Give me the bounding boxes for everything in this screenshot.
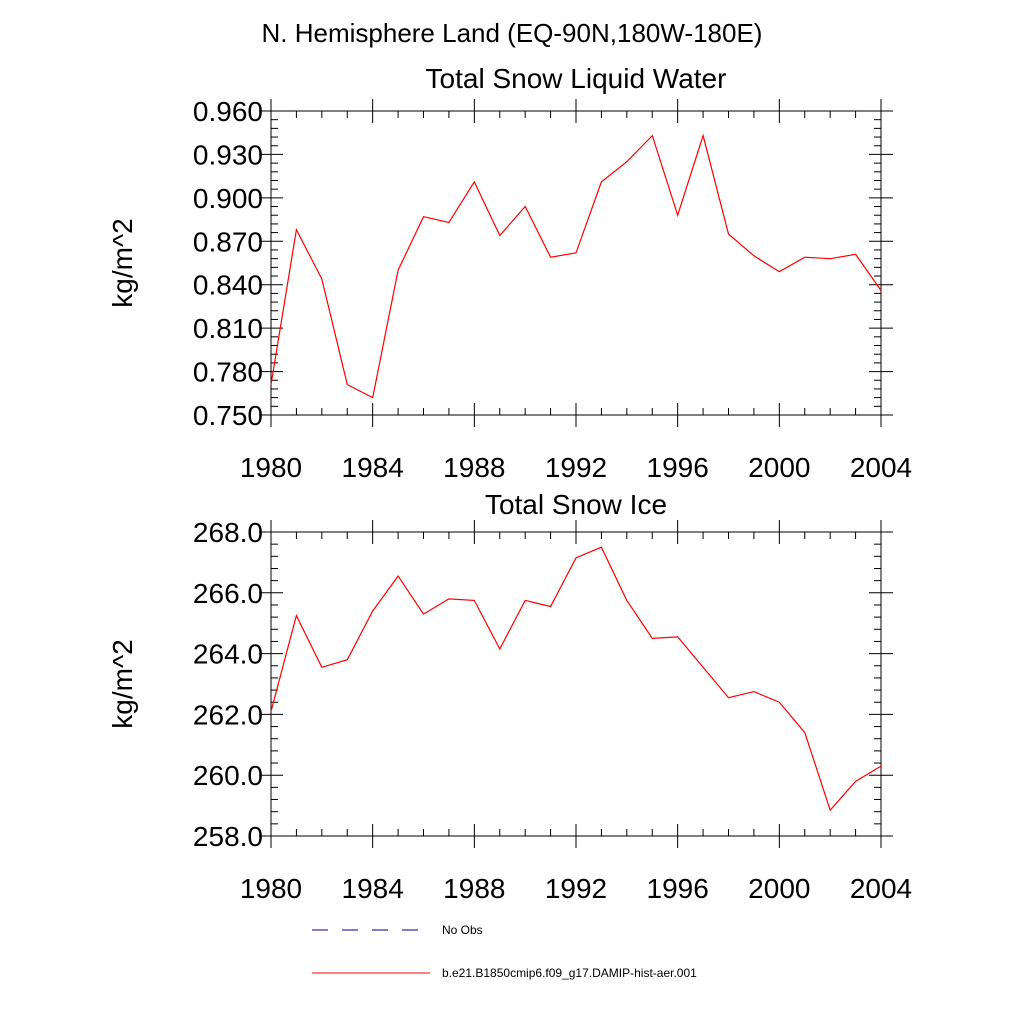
chart-title: Total Snow Ice <box>485 489 667 520</box>
x-tick-label: 1988 <box>443 452 505 483</box>
legend-label-model: b.e21.B1850cmip6.f09_g17.DAMIP-hist-aer.… <box>442 966 697 980</box>
y-tick-label: 264.0 <box>193 639 263 670</box>
series-line-0 <box>270 546 882 812</box>
x-tick-label: 2000 <box>748 873 810 904</box>
y-tick-label: 258.0 <box>193 821 263 852</box>
x-tick-label: 2004 <box>850 452 912 483</box>
x-tick-label: 1980 <box>240 452 302 483</box>
y-tick-label: 0.780 <box>193 357 263 388</box>
y-tick-label: 266.0 <box>193 578 263 609</box>
x-tick-label: 2000 <box>748 452 810 483</box>
x-tick-label: 1984 <box>342 873 404 904</box>
x-tick-label: 1992 <box>545 452 607 483</box>
x-tick-label: 1996 <box>647 452 709 483</box>
y-tick-label: 0.870 <box>193 226 263 257</box>
y-tick-label: 0.750 <box>193 400 263 431</box>
y-tick-label: 0.810 <box>193 313 263 344</box>
region-title: N. Hemisphere Land (EQ-90N,180W-180E) <box>262 18 763 48</box>
series-line-0 <box>270 133 882 399</box>
legend-label-no-obs: No Obs <box>442 923 483 937</box>
panel-snow-ice: Total Snow Ice kg/m^2 258.0 260.0 262.0 264.0… <box>107 489 912 904</box>
y-tick-label: 0.840 <box>193 270 263 301</box>
y-tick-label: 0.900 <box>193 183 263 214</box>
y-tick-label: 262.0 <box>193 699 263 730</box>
x-tick-label: 1988 <box>443 873 505 904</box>
y-axis-label: kg/m^2 <box>107 218 138 307</box>
x-tick-label: 1992 <box>545 873 607 904</box>
x-tick-label: 1996 <box>647 873 709 904</box>
x-tick-label: 1984 <box>342 452 404 483</box>
chart-title: Total Snow Liquid Water <box>426 63 727 94</box>
x-tick-label: 2004 <box>850 873 912 904</box>
x-tick-label: 1980 <box>240 873 302 904</box>
plot-frame <box>270 110 882 416</box>
y-tick-label: 0.930 <box>193 139 263 170</box>
panel-snow-liquid-water: Total Snow Liquid Water kg/m^2 0.750 0.780 0… <box>107 63 912 483</box>
plot-frame <box>270 531 882 837</box>
legend: No Obs b.e21.B1850cmip6.f09_g17.DAMIP-hi… <box>312 923 697 980</box>
y-tick-label: 0.960 <box>193 96 263 127</box>
y-tick-label: 260.0 <box>193 760 263 791</box>
y-tick-label: 268.0 <box>193 517 263 548</box>
y-axis-label: kg/m^2 <box>107 639 138 728</box>
